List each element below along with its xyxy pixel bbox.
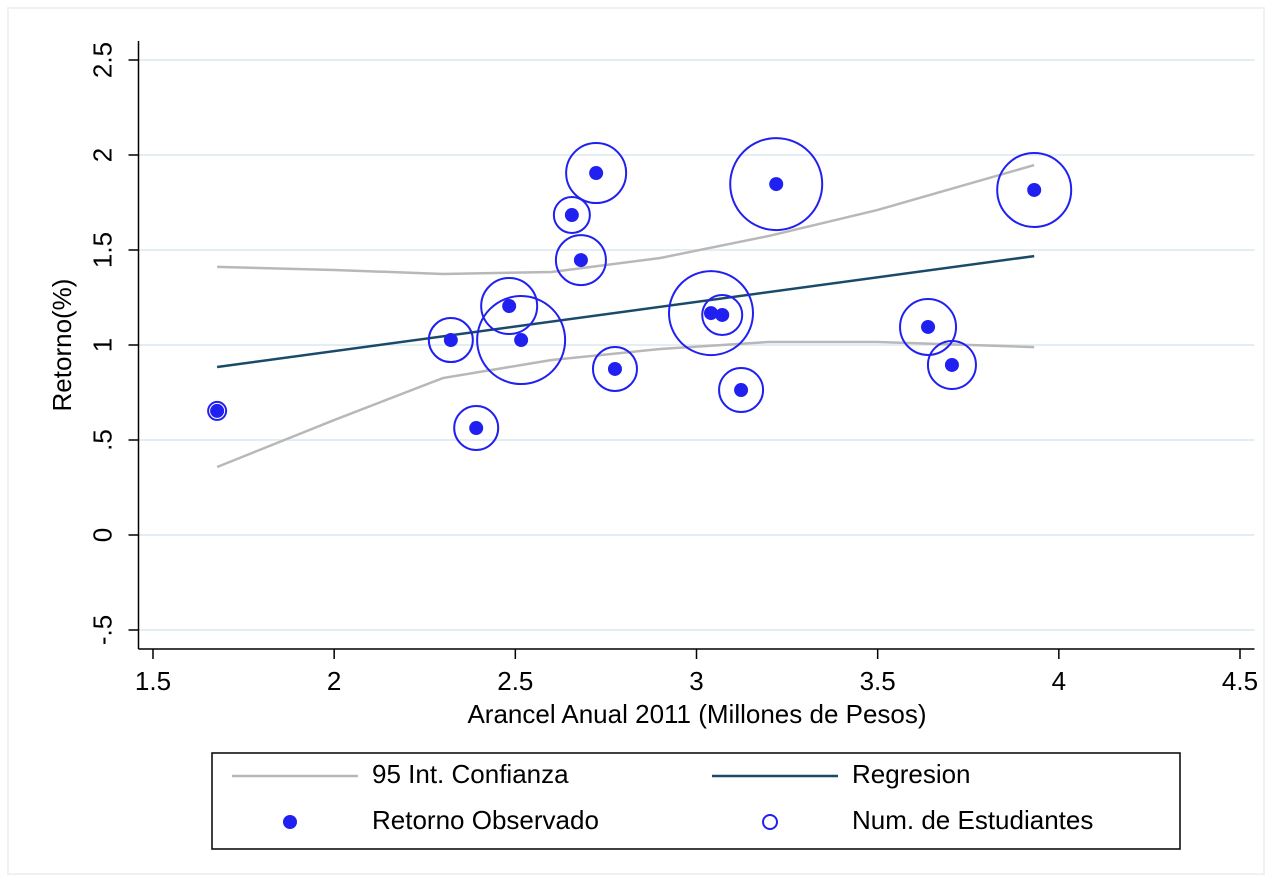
bubble	[427, 317, 474, 364]
bubble	[565, 142, 628, 205]
point	[589, 166, 604, 181]
point	[734, 383, 749, 398]
bubble	[591, 345, 638, 392]
bubble	[718, 367, 765, 414]
y-tick-label: 1	[87, 338, 117, 352]
point	[769, 177, 784, 192]
y-tick-label: -.5	[87, 615, 117, 645]
legend-symbol	[762, 814, 778, 830]
x-axis-title: Arancel Anual 2011 (Millones de Pesos)	[467, 699, 926, 729]
point	[514, 333, 529, 348]
point	[564, 208, 579, 223]
point	[607, 361, 622, 376]
x-tick-label: 3	[689, 666, 703, 696]
x-tick-label: 4	[1052, 666, 1066, 696]
bubble	[552, 196, 591, 235]
x-tick-label: 4.5	[1222, 666, 1258, 696]
point	[469, 421, 484, 436]
legend-symbol	[283, 815, 297, 829]
bubble	[926, 339, 977, 390]
point	[921, 319, 936, 334]
y-tick-label: 0	[87, 528, 117, 542]
legend-label: Retorno Observado	[372, 805, 599, 835]
legend-label: Regresion	[852, 759, 971, 789]
bubble	[453, 405, 500, 452]
y-axis-title: Retorno(%)	[47, 279, 77, 412]
x-tick-label: 2.5	[497, 666, 533, 696]
legend-label: Num. de Estudiantes	[852, 805, 1093, 835]
legend-label: 95 Int. Confianza	[372, 759, 569, 789]
point	[210, 403, 225, 418]
point	[1027, 182, 1042, 197]
bubble	[729, 137, 824, 232]
y-tick-label: 1.5	[87, 232, 117, 268]
x-tick-label: 1.5	[135, 666, 171, 696]
point	[944, 357, 959, 372]
x-tick-label: 3.5	[860, 666, 896, 696]
bubble	[701, 293, 744, 336]
x-tick-label: 2	[327, 666, 341, 696]
y-tick-label: .5	[87, 429, 117, 451]
point	[715, 307, 730, 322]
point	[443, 333, 458, 348]
bubble	[207, 400, 228, 421]
bubble	[476, 295, 567, 386]
point	[502, 299, 517, 314]
bubble	[667, 270, 754, 357]
y-tick-label: 2	[87, 148, 117, 162]
ci-lower-line	[216, 340, 1035, 469]
bubble	[996, 151, 1073, 228]
y-tick-label: 2.5	[87, 42, 117, 78]
regression-line	[216, 254, 1035, 369]
bubble	[480, 277, 539, 336]
bubble	[899, 297, 958, 356]
bubble	[554, 234, 607, 287]
point	[703, 306, 718, 321]
legend-box	[211, 752, 1181, 850]
point	[573, 253, 588, 268]
